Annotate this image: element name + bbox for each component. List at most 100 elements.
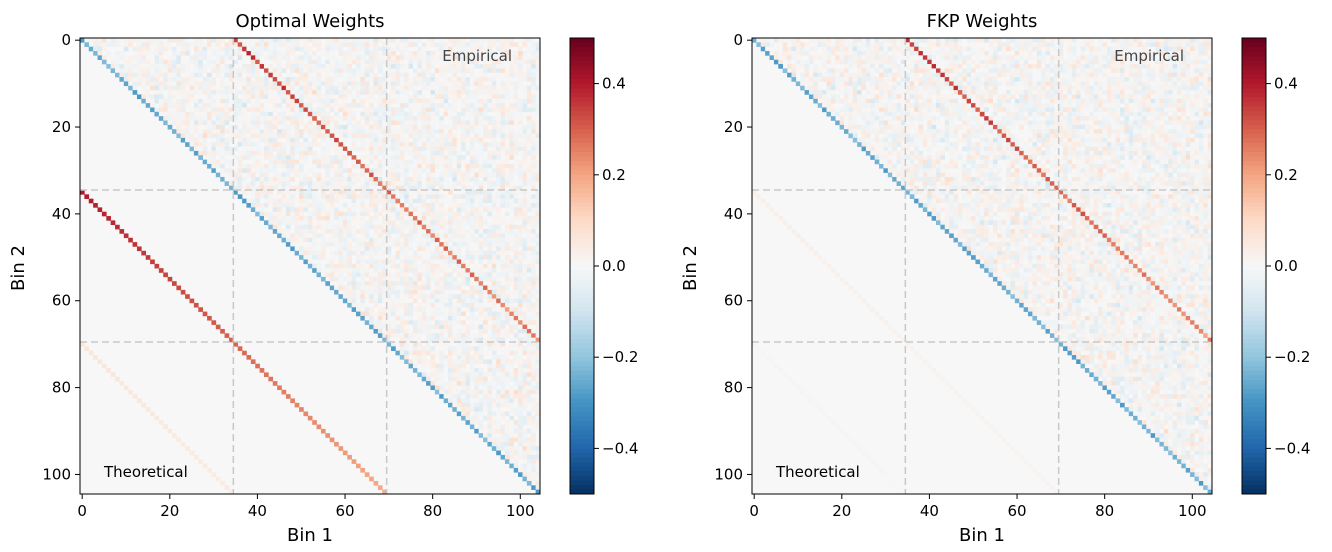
- heatmap-cell: [426, 307, 431, 312]
- heatmap-cell: [101, 363, 107, 369]
- heatmap-cell: [509, 38, 515, 43]
- heatmap-cell: [504, 268, 510, 273]
- heatmap-cell: [496, 38, 501, 43]
- heatmap-cell: [356, 307, 361, 312]
- heatmap-cell: [360, 85, 366, 91]
- heatmap-cell: [448, 255, 453, 260]
- heatmap-cell: [412, 368, 418, 373]
- heatmap-cell: [526, 181, 532, 186]
- heatmap-cell: [448, 233, 453, 239]
- heatmap-cell: [430, 220, 436, 226]
- heatmap-cell: [491, 98, 497, 104]
- heatmap-cell: [426, 333, 431, 338]
- heatmap-cell: [202, 46, 208, 52]
- heatmap-cell: [242, 90, 247, 95]
- heatmap-cell: [382, 94, 387, 100]
- heatmap-cell: [264, 111, 269, 117]
- heatmap-cell: [399, 64, 405, 69]
- heatmap-cell: [285, 220, 291, 226]
- heatmap-cell: [496, 363, 501, 369]
- heatmap-cell: [211, 59, 217, 65]
- heatmap-cell: [377, 229, 383, 234]
- heatmap-cell: [404, 90, 409, 95]
- heatmap-cell: [408, 81, 414, 87]
- heatmap-cell: [408, 237, 414, 243]
- heatmap-cell: [334, 38, 339, 43]
- heatmap-cell: [399, 72, 405, 78]
- heatmap-cell: [426, 207, 431, 213]
- heatmap-cell: [220, 176, 225, 182]
- heatmap-cell: [509, 116, 515, 121]
- heatmap-cell: [106, 64, 111, 69]
- heatmap-cell: [334, 246, 339, 252]
- heatmap-cell: [399, 94, 405, 100]
- heatmap-cell: [478, 168, 484, 173]
- heatmap-cell: [303, 111, 309, 117]
- heatmap-cell: [386, 211, 392, 217]
- heatmap-cell: [483, 307, 488, 312]
- heatmap-cell: [518, 263, 523, 269]
- heatmap-cell: [430, 307, 436, 312]
- heatmap-cell: [452, 172, 458, 178]
- heatmap-cell: [312, 268, 317, 273]
- heatmap-cell: [259, 194, 265, 199]
- heatmap-cell: [255, 150, 260, 156]
- heatmap-cell: [399, 328, 405, 334]
- heatmap-cell: [338, 250, 344, 256]
- heatmap-cell: [412, 342, 418, 347]
- heatmap-cell: [443, 298, 449, 304]
- heatmap-cell: [386, 176, 392, 182]
- heatmap-cell: [404, 220, 409, 226]
- heatmap-cell: [522, 55, 528, 61]
- heatmap-cell: [531, 311, 536, 317]
- heatmap-cell: [303, 233, 309, 239]
- heatmap-cell: [417, 255, 423, 260]
- heatmap-cell: [377, 246, 383, 252]
- heatmap-cell: [307, 107, 313, 113]
- heatmap-cell: [496, 407, 501, 412]
- heatmap-cell: [478, 124, 484, 130]
- heatmap-cell: [364, 207, 370, 213]
- heatmap-cell: [329, 220, 335, 226]
- heatmap-cell: [167, 72, 173, 78]
- heatmap-cell: [377, 64, 383, 69]
- heatmap-cell: [193, 142, 199, 147]
- heatmap-cell: [382, 324, 387, 330]
- heatmap-cell: [299, 168, 304, 173]
- heatmap-cell: [294, 51, 300, 56]
- heatmap-cell: [290, 207, 295, 213]
- heatmap-cell: [469, 216, 475, 221]
- heatmap-cell: [531, 185, 536, 191]
- heatmap-cell: [469, 359, 475, 365]
- heatmap-cell: [360, 198, 366, 204]
- heatmap-cell: [513, 411, 519, 417]
- heatmap-cell: [478, 320, 484, 325]
- heatmap-cell: [443, 372, 449, 378]
- heatmap-cell: [242, 124, 247, 130]
- heatmap-cell: [448, 237, 453, 243]
- heatmap-cell: [483, 159, 488, 165]
- heatmap-cell: [290, 111, 295, 117]
- heatmap-cell: [434, 46, 440, 52]
- heatmap-cell: [469, 285, 475, 291]
- heatmap-cell: [255, 190, 260, 195]
- heatmap-cell: [399, 333, 405, 338]
- heatmap-cell: [264, 81, 269, 87]
- heatmap-cell: [386, 172, 392, 178]
- heatmap-cell: [307, 207, 313, 213]
- heatmap-cell: [487, 207, 493, 213]
- heatmap-cell: [426, 255, 431, 260]
- heatmap-cell: [119, 38, 125, 43]
- heatmap-cell: [259, 103, 265, 108]
- heatmap-cell: [316, 64, 322, 69]
- heatmap-cell: [487, 155, 493, 160]
- heatmap-cell: [347, 302, 352, 308]
- heatmap-cell: [509, 107, 515, 113]
- heatmap-cell: [478, 255, 484, 260]
- heatmap-cell: [491, 203, 497, 208]
- heatmap-cell: [526, 46, 532, 52]
- heatmap-cell: [535, 250, 541, 256]
- heatmap-cell: [421, 355, 427, 360]
- heatmap-cell: [500, 315, 506, 321]
- heatmap-cell: [172, 38, 177, 43]
